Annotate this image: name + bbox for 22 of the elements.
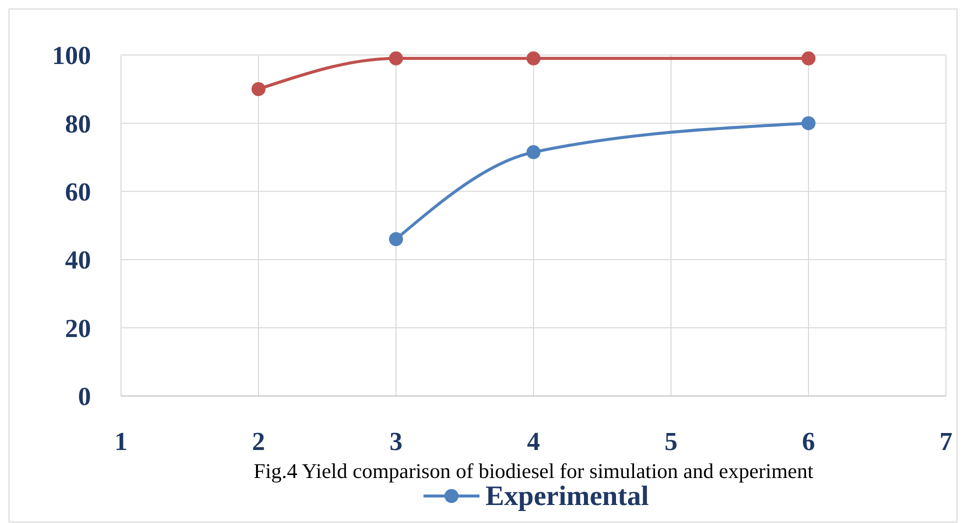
y-tick-label: 40 — [65, 246, 91, 275]
point — [802, 116, 816, 130]
y-tick-label: 0 — [78, 382, 91, 412]
x-tick-label: 6 — [802, 427, 815, 456]
x-tick-label: 3 — [390, 427, 402, 456]
x-tick-label: 4 — [527, 427, 540, 456]
x-tick-label: 5 — [664, 427, 678, 456]
y-tick-label: 60 — [65, 178, 91, 206]
point — [802, 51, 816, 66]
point — [252, 82, 266, 96]
point — [526, 145, 540, 160]
x-tick-label: 2 — [252, 427, 265, 456]
y-tick-label: 80 — [65, 109, 91, 138]
point — [389, 51, 403, 66]
legend-label: Experimental — [486, 481, 650, 512]
y-tick-label: 20 — [65, 314, 91, 343]
x-tick-label: 1 — [114, 427, 128, 456]
point — [526, 51, 540, 66]
y-tick-label: 100 — [52, 41, 91, 70]
point — [389, 232, 403, 246]
caption: Fig.4 Yield comparison of biodiesel for simulation and experiment — [254, 459, 814, 483]
x-tick-label: 7 — [940, 427, 952, 456]
